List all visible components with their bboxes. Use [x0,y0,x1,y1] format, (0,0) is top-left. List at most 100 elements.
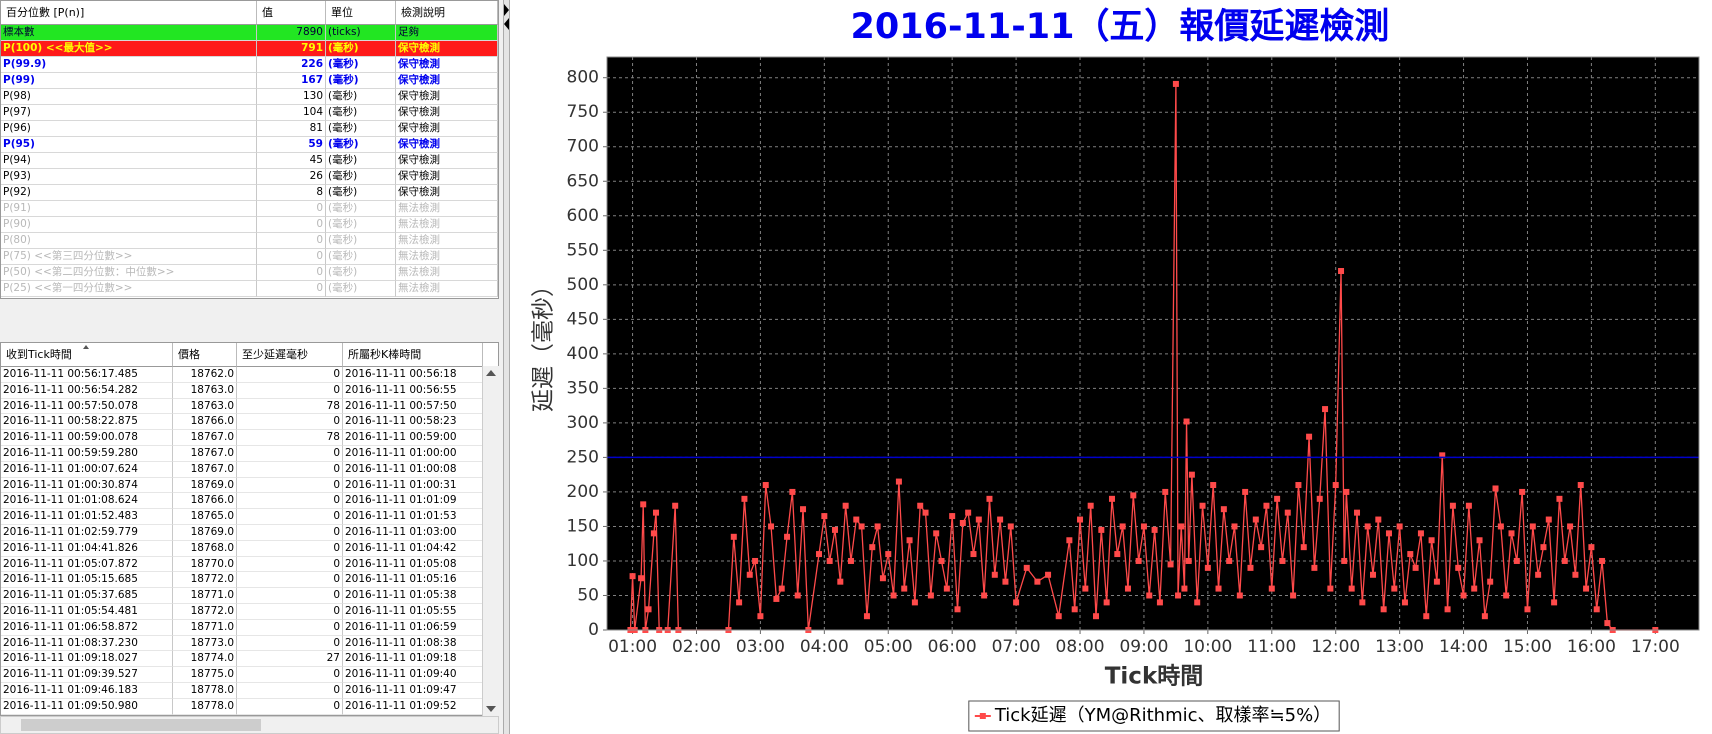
data-point [938,557,945,564]
table-cell: 0 [257,217,326,233]
table-cell: P(90) [1,217,257,233]
column-header[interactable]: 價格 [173,343,237,367]
data-point [1114,551,1121,558]
data-point [933,530,940,537]
table-cell: 18770.0 [173,556,237,573]
table-cell: 0 [237,477,343,494]
column-header[interactable]: 百分位數 [P(n)] [1,1,257,25]
table-cell: 27 [237,651,343,668]
data-point [1551,599,1558,606]
data-point [1007,523,1014,530]
table-cell: 8 [257,185,326,201]
data-point [778,585,785,592]
data-point [1354,509,1361,516]
data-point [1140,523,1147,530]
table-cell: P(91) [1,201,257,217]
table-cell: 18773.0 [173,635,237,652]
data-point [1545,516,1552,523]
data-point [1146,592,1153,599]
column-header[interactable]: 檢測說明 [396,1,498,25]
y-tick-label: 350 [567,378,599,398]
table-cell: 保守檢測 [396,105,498,121]
data-point [1417,530,1424,537]
table-cell: (毫秒) [326,201,396,217]
left-panel: 百分位數 [P(n)] 值單位 檢測說明 標本數 7890 (ticks) 足夠 P(100)… [0,0,503,734]
table-cell: 26 [257,169,326,185]
table-cell: (毫秒) [326,217,396,233]
table-cell: 2016-11-11 01:00:30.874 [1,477,173,494]
table-cell: 18765.0 [173,509,237,525]
chart-title: 2016-11-11（五）報價延遲檢測 [851,6,1390,47]
data-point [1540,544,1547,551]
data-point [1167,561,1174,568]
data-point [1449,502,1456,509]
data-point [1513,557,1520,564]
splitter-arrow[interactable] [504,18,509,30]
table-cell: 2016-11-11 01:09:52 [343,698,483,715]
data-point [1423,613,1430,620]
data-point [1508,530,1515,537]
data-point [1045,571,1052,578]
legend-marker [979,713,986,719]
table-cell: (毫秒) [326,281,396,297]
table-cell: 足夠 [396,25,498,41]
table-cell: 18766.0 [173,493,237,510]
column-header[interactable]: 單位 [326,1,396,25]
data-point [1497,523,1504,530]
data-point [1556,495,1563,502]
splitter[interactable] [503,0,510,734]
table-cell: 無法檢測 [396,265,498,281]
table-cell: (毫秒) [326,73,396,89]
table-cell: 0 [237,509,343,525]
data-point [1087,502,1094,509]
data-point [1369,571,1376,578]
vertical-scrollbar[interactable] [482,366,499,716]
table-cell: 2016-11-11 00:57:50 [343,398,483,415]
y-tick-label: 300 [567,413,599,433]
data-point [629,573,636,580]
table-cell: 2016-11-11 00:56:55 [343,382,483,399]
column-header[interactable]: 值 [257,1,326,25]
data-point [1071,606,1078,613]
data-point [1156,599,1163,606]
data-point [863,613,870,620]
data-point [1188,471,1195,478]
data-point [965,509,972,516]
data-point [1375,516,1382,523]
x-tick-label: 08:00 [1056,637,1105,657]
table-cell: 18767.0 [173,430,237,446]
table-cell: 無法檢測 [396,249,498,265]
table-cell: 2016-11-11 01:09:18 [343,651,483,668]
data-point [847,557,854,564]
data-point [1529,523,1536,530]
scroll-thumb[interactable] [21,719,261,731]
scroll-down[interactable] [486,706,496,712]
data-point [757,613,764,620]
table-cell: P(75) <<第三四分位數>> [1,249,257,265]
column-header[interactable]: 所屬秒K棒時間 [343,343,483,367]
horizontal-scrollbar[interactable] [0,716,499,734]
data-point [1487,578,1494,585]
table-cell: 2016-11-11 01:00:07.624 [1,461,173,478]
table-cell: 7890 [257,25,326,41]
data-point [1391,585,1398,592]
column-header[interactable]: 至少延遲毫秒 [237,343,343,367]
table-cell: 2016-11-11 01:02:59.779 [1,525,173,541]
sort-indicator[interactable] [83,345,89,349]
table-cell: 2016-11-11 01:05:08 [343,556,483,573]
data-point [1082,585,1089,592]
data-point [1247,564,1254,571]
table-cell: 2016-11-11 01:00:00 [343,446,483,462]
data-point [1380,606,1387,613]
table-cell: 保守檢測 [396,41,498,57]
scroll-up[interactable] [486,370,496,376]
table-cell: (毫秒) [326,249,396,265]
splitter-arrow[interactable] [504,4,509,16]
x-axis-label: Tick時間 [1105,664,1204,690]
table-cell: 59 [257,137,326,153]
table-cell: 18762.0 [173,367,237,383]
data-point [1428,537,1435,544]
data-point [794,592,801,599]
table-cell: 2016-11-11 01:04:41.826 [1,540,173,557]
table-cell: 2016-11-11 01:05:15.685 [1,572,173,589]
